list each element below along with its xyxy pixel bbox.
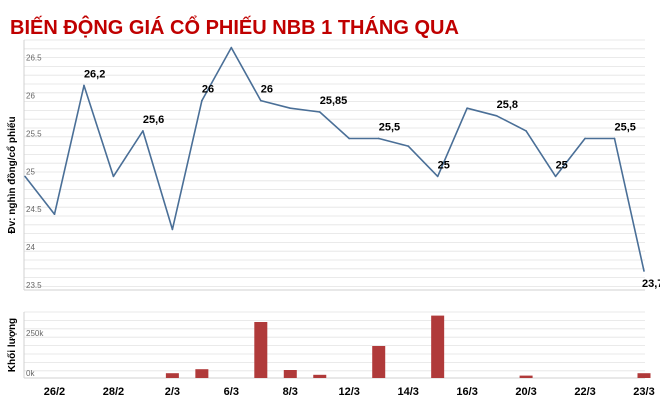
price-point <box>377 137 380 140</box>
x-tick-label: 8/3 <box>283 386 298 398</box>
price-series-line <box>24 46 645 272</box>
price-y-axis-label: Đv: nghìn đồng/cổ phiếu <box>6 116 18 233</box>
price-y-tick-label: 26 <box>26 92 35 101</box>
x-tick-label: 12/3 <box>339 386 360 398</box>
price-point <box>613 137 616 140</box>
volume-y-axis-label: Khối lượng <box>6 318 18 372</box>
x-tick-label: 20/3 <box>515 386 536 398</box>
price-y-tick-label: 25.5 <box>26 129 42 138</box>
volume-bar <box>165 373 179 378</box>
price-y-tick-label: 26.5 <box>26 54 42 63</box>
price-data-label: 26 <box>261 84 273 96</box>
price-data-label: 26 <box>202 84 214 96</box>
price-data-label: 25 <box>438 159 450 171</box>
volume-y-ticks: 0k 250k <box>26 329 44 378</box>
price-y-tick-label: 24 <box>26 243 35 252</box>
chart-title: BIẾN ĐỘNG GIÁ CỔ PHIẾU NBB 1 THÁNG QUA <box>10 15 459 39</box>
volume-gridlines <box>23 311 645 379</box>
price-gridlines <box>23 39 645 291</box>
price-point <box>466 107 468 109</box>
x-tick-label: 6/3 <box>224 386 239 398</box>
x-tick-label: 23/3 <box>633 386 654 398</box>
price-y-tick-label: 23.5 <box>26 281 42 290</box>
volume-bars <box>165 315 651 378</box>
price-line <box>24 46 645 272</box>
price-point <box>260 99 262 102</box>
price-point <box>348 137 351 140</box>
volume-bar <box>431 315 445 378</box>
volume-y-tick-label: 250k <box>26 329 44 338</box>
price-data-label: 25,5 <box>615 121 636 133</box>
price-y-tick-label: 25 <box>26 167 35 176</box>
x-tick-labels: 26/2 28/2 2/3 6/3 8/3 12/3 14/3 16/3 20/3 22/3 23/… <box>44 386 655 398</box>
price-point <box>142 130 144 132</box>
x-tick-label: 14/3 <box>397 386 418 398</box>
volume-bar <box>254 322 268 378</box>
x-tick-label: 26/2 <box>44 386 65 398</box>
volume-bar <box>195 369 209 378</box>
price-point <box>53 213 56 216</box>
price-point <box>171 228 174 231</box>
price-data-label: 25,6 <box>143 114 164 126</box>
price-point <box>407 145 409 147</box>
price-point <box>112 175 115 178</box>
price-point <box>495 114 498 117</box>
price-point <box>201 99 203 102</box>
x-tick-label: 2/3 <box>165 386 180 398</box>
volume-bar <box>313 374 327 378</box>
price-data-label: 25,8 <box>497 99 518 111</box>
volume-y-tick-label: 0k <box>26 369 35 378</box>
price-point <box>318 111 321 113</box>
price-point <box>436 175 439 178</box>
price-data-labels: 26,2 25,6 26 26 25,85 25,5 25 25,8 25 25,5 23,75 <box>84 68 660 290</box>
price-data-label: 25,85 <box>320 95 348 107</box>
price-data-label: 23,75 <box>642 278 660 290</box>
price-point <box>24 175 26 178</box>
volume-bar <box>372 346 386 378</box>
price-point <box>584 137 586 140</box>
price-point <box>289 107 292 109</box>
x-tick-label: 22/3 <box>574 386 595 398</box>
price-data-label: 25 <box>556 159 568 171</box>
price-point <box>554 175 557 178</box>
price-point <box>525 130 527 132</box>
price-point <box>230 46 233 49</box>
price-point <box>643 270 645 272</box>
x-tick-label: 16/3 <box>456 386 477 398</box>
x-tick-label: 28/2 <box>103 386 124 398</box>
volume-bar <box>637 373 651 378</box>
price-y-tick-label: 24.5 <box>26 205 42 214</box>
price-point <box>83 84 85 87</box>
price-data-label: 25,5 <box>379 121 400 133</box>
price-data-label: 26,2 <box>84 68 105 80</box>
price-y-ticks: 23.5 24 24.5 25 25.5 26 26.5 <box>26 54 42 290</box>
volume-bar <box>283 370 297 378</box>
volume-bar <box>519 375 533 378</box>
